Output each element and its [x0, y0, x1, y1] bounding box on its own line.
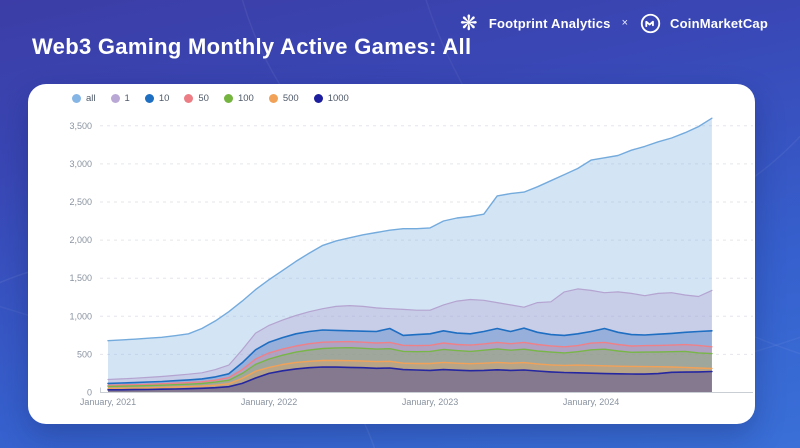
- legend-item-1[interactable]: 1: [110, 93, 130, 104]
- legend-dot: [110, 94, 120, 103]
- coinmarketcap-icon: [639, 12, 661, 34]
- legend-item-10[interactable]: 10: [144, 93, 170, 104]
- legend-label: 1000: [327, 93, 349, 104]
- legend-item-1000[interactable]: 1000: [313, 93, 349, 104]
- legend-label: 500: [282, 93, 299, 104]
- legend-dot: [223, 94, 233, 103]
- legend-label: 10: [158, 93, 170, 104]
- legend-dot: [313, 94, 323, 103]
- legend-dot: [144, 94, 154, 103]
- footprint-analytics-icon: ❋: [460, 11, 478, 35]
- legend-item-50[interactable]: 50: [184, 93, 209, 104]
- legend-label: 100: [237, 93, 254, 104]
- brand-row: ❋ Footprint Analytics × CoinMarketCap: [458, 12, 768, 34]
- legend-item-100[interactable]: 100: [223, 93, 254, 104]
- legend-item-500[interactable]: 500: [268, 93, 299, 104]
- legend-item-all[interactable]: all: [72, 93, 96, 104]
- footprint-analytics-label: Footprint Analytics: [488, 15, 611, 31]
- legend-label: all: [86, 93, 96, 104]
- page-title: Web3 Gaming Monthly Active Games: All: [32, 34, 472, 59]
- legend-label: 50: [198, 93, 209, 104]
- chart-legend: all 1 10 50 100 500 1000: [72, 93, 349, 104]
- legend-dot: [184, 94, 194, 103]
- coinmarketcap-label: CoinMarketCap: [670, 15, 768, 31]
- legend-label: 1: [124, 93, 130, 104]
- legend-dot: [268, 94, 278, 103]
- legend-dot: [72, 94, 81, 103]
- chart-card: [28, 84, 755, 424]
- brand-separator: ×: [621, 17, 629, 29]
